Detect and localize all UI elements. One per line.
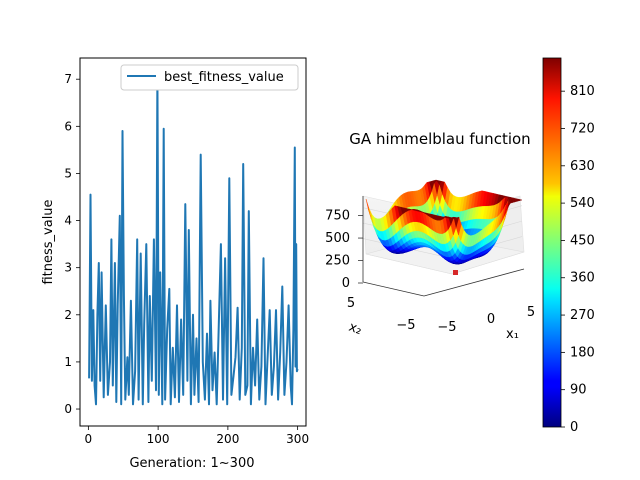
y-tick-label: 6 [64,119,72,133]
z-tick-label: 0 [342,276,350,291]
y-tick-label: 7 [64,72,72,86]
z-tick-label: 250 [325,254,350,269]
x-tick-label: 200 [216,432,239,446]
best-fitness-line [88,73,299,406]
x-axis-label: Generation: 1~300 [129,456,254,471]
z-tick-label: 750 [325,209,350,224]
fitness-line-chart: 0 100 200 300 0 1 2 3 4 5 6 7 Generation: 1~300 fi… [41,57,309,471]
colorbar-tick-label: 270 [570,308,595,323]
y-tick-label: 5 [64,166,72,180]
colorbar-ticks: 0 90 180 270 360 450 540 630 720 810 [561,84,595,435]
best-solution-marker [453,270,458,275]
x-tick-label: 0 [85,432,93,446]
z-tick-label: 500 [325,231,350,246]
colorbar-tick-label: 90 [570,383,587,398]
colorbar-tick-label: 810 [570,84,595,99]
colorbar-tick-label: 720 [570,121,595,136]
x2-axis-line [362,281,425,297]
colorbar: 0 90 180 270 360 450 540 630 720 810 [542,57,595,435]
x-axis-ticks: 0 100 200 300 [85,426,309,446]
colorbar-tick-label: 360 [570,271,595,286]
y-axis-label: fitness_value [41,199,56,284]
colorbar-tick-label: 450 [570,233,595,248]
surface [365,179,523,265]
x2-axis-ticks: −5 5 [347,296,416,333]
colorbar-tick-label: 180 [570,345,595,360]
y-tick-label: 2 [64,308,72,322]
y-axis-ticks: 0 1 2 3 4 5 6 7 [64,72,80,416]
colorbar-tick-label: 0 [570,420,578,435]
y-tick-label: 0 [64,402,72,416]
legend: best_fitness_value [120,64,299,91]
x1-tick-label: 0 [487,312,495,327]
x2-tick-label: −5 [396,318,415,333]
y-tick-label: 1 [64,355,72,369]
y-tick-label: 3 [64,261,72,275]
colorbar-tick-label: 540 [570,196,595,211]
x-tick-label: 100 [147,432,170,446]
colorbar-gradient [542,57,562,428]
x1-tick-label: −5 [437,320,456,335]
legend-box [120,64,299,91]
x1-axis-ticks: −5 0 5 [437,305,535,335]
surface-patch [449,217,455,220]
x1-tick-label: 5 [527,305,535,320]
x1-axis-label: x₁ [506,327,519,342]
plot-frame [79,57,307,427]
legend-label: best_fitness_value [164,70,284,85]
x2-axis-label: x₂ [347,320,364,339]
y-tick-label: 4 [64,214,72,228]
surface-title: GA himmelblau function [349,130,530,148]
z-axis-ticks: 0 250 500 750 [325,209,363,291]
x2-tick-label: 5 [347,296,355,311]
colorbar-tick-label: 630 [570,159,595,174]
x-tick-label: 300 [286,432,309,446]
himmelblau-3d-surface: GA himmelblau function 0 250 500 750 −5 0 5 −… [325,130,535,342]
x1-axis-line [423,268,525,297]
